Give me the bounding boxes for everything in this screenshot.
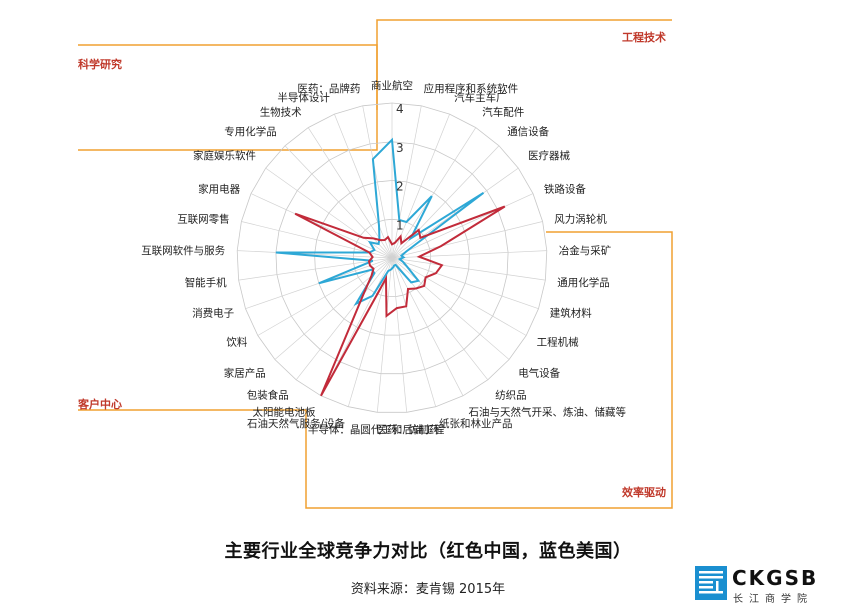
grid-ring-4 (236, 102, 548, 413)
grid-spoke-12 (391, 257, 510, 360)
quadrant-label-science: 科学研究 (78, 57, 122, 71)
category-labels: 商业航空 应用程序和系统软件汽车主车厂汽车配件通信设备医疗器械铁路设备风力涡轮机冶… (141, 79, 626, 436)
category-label-11: 工程机械 (537, 336, 579, 349)
grid-spoke-27 (250, 193, 393, 259)
quadrant-frames (78, 19, 673, 509)
category-label-7: 风力涡轮机 (554, 213, 607, 226)
tick-label-3: 3 (396, 141, 404, 155)
frame-efficiency (305, 231, 673, 509)
category-label-15: 纸张和林业产品 (439, 417, 513, 430)
grid-ring-1 (352, 218, 432, 298)
quadrant-label-customer: 客户中心 (77, 397, 122, 411)
radar-series (275, 137, 506, 397)
grid-spoke-6 (391, 193, 534, 259)
category-label-31: 半导体设计 (277, 91, 330, 104)
ckgsb-logo-icon (695, 566, 727, 600)
grid-spoke-25 (237, 250, 393, 259)
category-label-8: 冶金与采矿 (559, 244, 612, 257)
category-label-19: 太阳能电池板 (253, 405, 316, 418)
grid-spoke-30 (307, 127, 393, 259)
category-label-18: 石油天然气服务/设备 (247, 417, 346, 430)
grid-spoke-11 (391, 257, 527, 336)
grid-spoke-32 (362, 105, 393, 259)
category-label-5: 医疗器械 (528, 149, 570, 162)
grid-spoke-2 (391, 113, 450, 259)
category-label-6: 铁路设备 (544, 183, 586, 196)
tick-label-4: 4 (396, 102, 404, 116)
grid-spoke-16 (391, 257, 408, 413)
category-label-12: 电气设备 (518, 366, 560, 379)
category-label-25: 互联网软件与服务 (141, 244, 225, 257)
grid-spoke-24 (238, 257, 393, 281)
category-label-10: 建筑材料 (550, 307, 592, 320)
category-label-20: 包装食品 (247, 388, 289, 401)
radar-grid (236, 102, 548, 413)
grid-spoke-10 (391, 257, 539, 310)
category-label-27: 家用电器 (198, 183, 240, 196)
grid-ring-2 (314, 180, 470, 336)
quadrant-label-engineering: 工程技术 (622, 30, 666, 44)
category-label-16: 医药：仿制药 (376, 423, 439, 436)
category-label-2: 汽车主车厂 (454, 91, 507, 104)
grid-spoke-31 (334, 113, 393, 259)
grid-spoke-3 (391, 127, 477, 259)
category-label-14: 石油与天然气开采、炼油、储藏等 (469, 405, 627, 418)
grid-spoke-20 (295, 257, 393, 381)
category-label-30: 生物技术 (260, 106, 302, 119)
category-label-22: 饮料 (226, 336, 247, 349)
frame-science (78, 44, 378, 151)
grid-spoke-17 (376, 257, 393, 413)
logo-subtitle: 长江商学院 (733, 594, 813, 605)
category-label-17: 半导体：晶圆代工和后端工程 (308, 423, 445, 436)
category-label-3: 汽车配件 (482, 106, 524, 119)
category-label-13: 纺织品 (495, 388, 527, 401)
grid-spoke-28 (265, 167, 393, 259)
grid-ring-3 (275, 141, 509, 375)
category-label-24: 智能手机 (185, 276, 227, 289)
chart-title: 主要行业全球竞争力对比（红色中国，蓝色美国） (224, 541, 632, 562)
grid-spoke-18 (347, 257, 393, 407)
category-label-29: 专用化学品 (224, 125, 277, 138)
grid-spoke-1 (391, 105, 422, 259)
logo-wordmark: CKGSB (732, 566, 819, 590)
category-label-23: 消费电子 (192, 307, 234, 320)
category-label-9: 通用化学品 (557, 276, 610, 289)
quadrant-label-efficiency: 效率驱动 (622, 485, 666, 499)
grid-spoke-14 (391, 257, 464, 396)
tick-label-2: 2 (396, 180, 404, 194)
tick-label-1: 1 (396, 218, 404, 232)
grid-spoke-15 (391, 257, 437, 407)
grid-spoke-4 (391, 145, 500, 259)
chart-source: 资料来源：麦肯锡 2015年 (350, 582, 506, 597)
grid-spoke-9 (391, 257, 546, 281)
category-label-4: 通信设备 (507, 125, 549, 138)
radial-ticks: 1 2 3 4 (396, 102, 404, 232)
series-0-line (294, 205, 506, 397)
grid-spoke-5 (391, 167, 519, 259)
ckgsb-logo: CKGSB 长江商学院 (695, 566, 825, 605)
category-label-28: 家庭娱乐软件 (193, 149, 256, 162)
category-label-1: 应用程序和系统软件 (424, 82, 518, 95)
category-label-26: 互联网零售 (177, 213, 230, 226)
grid-spoke-7 (391, 221, 543, 259)
category-label-0: 商业航空 (371, 79, 413, 92)
category-label-32: 医药：品牌药 (297, 82, 360, 95)
category-label-21: 家居产品 (224, 366, 266, 379)
series-1-line (275, 137, 485, 307)
